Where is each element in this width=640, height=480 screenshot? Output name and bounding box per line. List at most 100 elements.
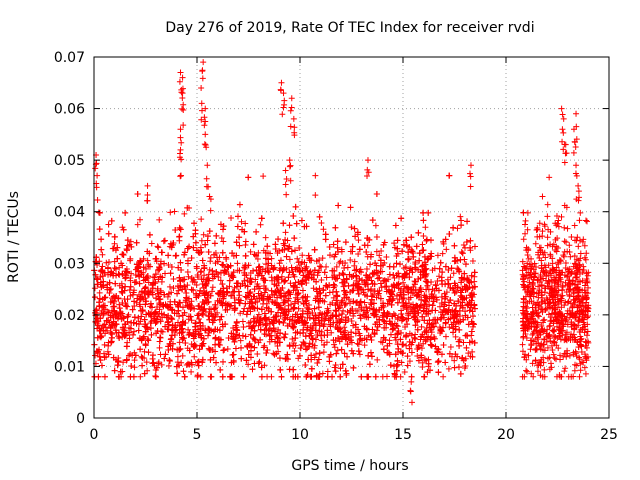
data-point: [459, 250, 466, 257]
data-point: [103, 259, 110, 266]
data-point: [152, 373, 159, 380]
data-point: [252, 276, 259, 283]
data-point: [318, 263, 325, 270]
data-point: [347, 204, 354, 211]
data-point: [381, 259, 388, 266]
data-point: [261, 315, 268, 322]
data-point: [143, 359, 150, 366]
data-point: [131, 364, 138, 371]
data-point: [343, 371, 350, 378]
data-point: [198, 237, 205, 244]
data-point: [216, 316, 223, 323]
data-point: [176, 233, 183, 240]
data-point: [335, 202, 342, 209]
data-point: [200, 231, 207, 238]
data-point: [291, 304, 298, 311]
data-point: [468, 328, 475, 335]
data-point: [206, 193, 213, 200]
data-point: [568, 233, 575, 240]
data-point: [280, 319, 287, 326]
data-point: [439, 281, 446, 288]
data-point: [312, 172, 319, 179]
data-point: [128, 363, 135, 370]
data-point: [289, 335, 296, 342]
data-point: [321, 269, 328, 276]
data-point: [107, 299, 114, 306]
data-point: [108, 338, 115, 345]
data-point: [451, 357, 458, 364]
data-point: [292, 203, 299, 210]
data-point: [240, 323, 247, 330]
data-point: [463, 344, 470, 351]
data-point: [456, 268, 463, 275]
data-point: [320, 286, 327, 293]
data-point: [171, 298, 178, 305]
data-point: [391, 240, 398, 247]
data-point: [290, 212, 297, 219]
data-point: [471, 243, 478, 250]
data-point: [418, 323, 425, 330]
data-point: [230, 351, 237, 358]
data-point: [98, 246, 105, 253]
data-point: [158, 310, 165, 317]
data-point: [188, 368, 195, 375]
data-point: [446, 230, 453, 237]
data-point: [341, 324, 348, 331]
data-point: [99, 251, 106, 258]
data-point: [200, 311, 207, 318]
data-point: [292, 335, 299, 342]
data-point: [420, 209, 427, 216]
data-point: [198, 268, 205, 275]
data-point: [427, 237, 434, 244]
data-point: [276, 260, 283, 267]
data-point: [440, 342, 447, 349]
data-point: [122, 209, 129, 216]
data-point: [218, 235, 225, 242]
data-point: [145, 349, 152, 356]
data-point: [179, 336, 186, 343]
data-point: [355, 237, 362, 244]
data-point: [464, 218, 471, 225]
data-point: [334, 238, 341, 245]
data-point: [329, 299, 336, 306]
data-point: [120, 359, 127, 366]
data-point: [281, 334, 288, 341]
data-point: [150, 359, 157, 366]
data-point: [177, 226, 184, 233]
data-point: [114, 362, 121, 369]
data-point: [333, 350, 340, 357]
data-point: [224, 346, 231, 353]
data-point: [216, 342, 223, 349]
data-point: [207, 207, 214, 214]
data-point: [576, 373, 583, 380]
data-point: [240, 308, 247, 315]
data-point: [358, 373, 365, 380]
data-point: [311, 354, 318, 361]
data-point: [367, 349, 374, 356]
data-point: [341, 265, 348, 272]
data-point: [356, 351, 363, 358]
data-point: [454, 225, 461, 232]
data-point: [127, 373, 134, 380]
data-point: [355, 251, 362, 258]
data-point: [333, 288, 340, 295]
data-point: [421, 253, 428, 260]
data-point: [158, 361, 165, 368]
data-point: [383, 373, 390, 380]
data-point: [420, 247, 427, 254]
data-point: [142, 328, 149, 335]
data-point: [383, 254, 390, 261]
data-point: [238, 355, 245, 362]
data-point: [408, 373, 415, 380]
data-point: [302, 362, 309, 369]
data-point: [340, 271, 347, 278]
data-point: [188, 317, 195, 324]
data-point: [330, 281, 337, 288]
data-point: [204, 332, 211, 339]
data-point: [419, 241, 426, 248]
data-point: [234, 213, 241, 220]
data-point: [175, 287, 182, 294]
data-point: [368, 353, 375, 360]
data-point: [98, 362, 105, 369]
data-point: [366, 361, 373, 368]
